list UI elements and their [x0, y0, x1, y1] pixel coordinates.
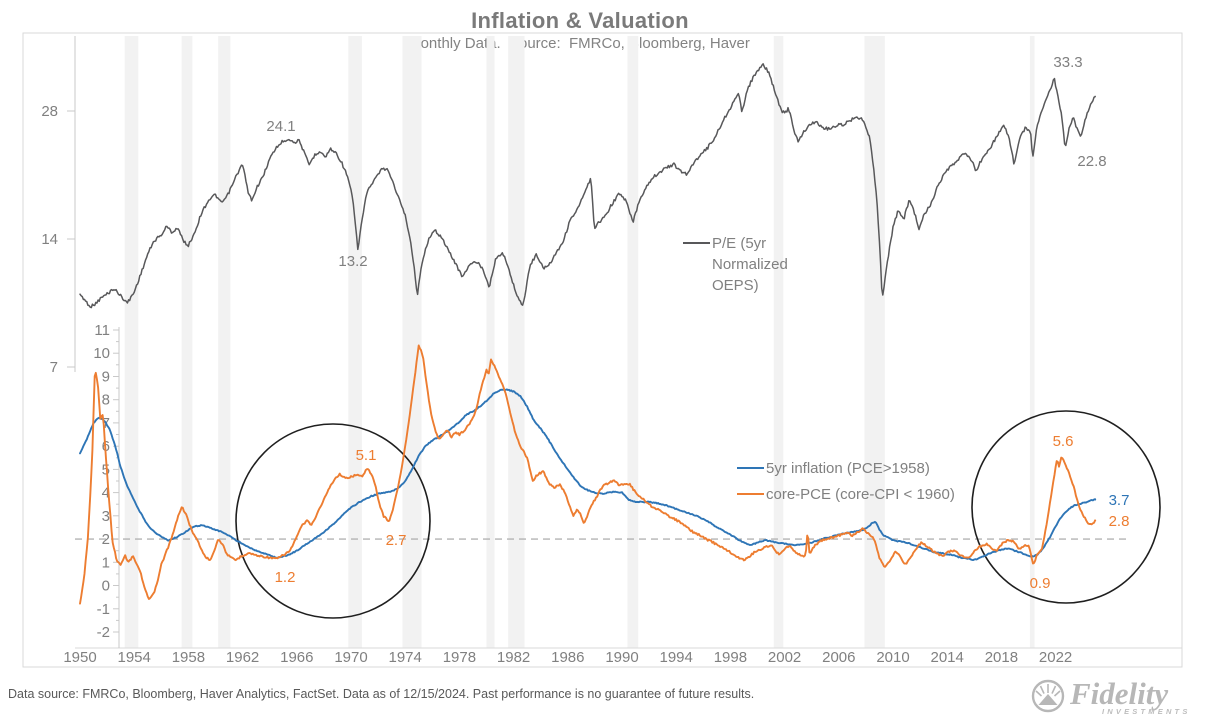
x-axis-tick-label: 1970 [334, 649, 367, 666]
data-label: 22.8 [1077, 153, 1106, 170]
recession-band [508, 36, 525, 648]
inflation-axis-tick-label: 3 [102, 508, 110, 525]
pe-legend-label: P/E (5yr Normalized OEPS) [712, 235, 788, 294]
annotations: 24.1 13.2 33.3 22.8 5.1 2.7 1.2 5.6 0.9 3.7 2.8 [266, 54, 1129, 592]
inflation-axis-tick-label: -2 [97, 624, 110, 641]
data-label: 2.7 [386, 532, 407, 549]
recession-bands [124, 36, 1035, 648]
recession-band [773, 36, 784, 648]
recession-band [402, 36, 422, 648]
data-label: 2.8 [1109, 513, 1130, 530]
data-label: 5.1 [356, 447, 377, 464]
pe-line [79, 63, 1096, 309]
x-axis-tick-label: 1950 [63, 649, 96, 666]
data-label: 33.3 [1053, 54, 1082, 71]
core-pce-legend-swatch [737, 493, 764, 495]
pe-axis-tick-label: 28 [41, 103, 58, 120]
inflation-axis-tick-label: -1 [97, 601, 110, 618]
data-label: 5.6 [1053, 433, 1074, 450]
fidelity-tagline: INVESTMENTS [1102, 707, 1191, 716]
inflation-axis-tick-label: 4 [102, 485, 110, 502]
chart-title: Inflation & Valuation [471, 8, 689, 33]
inflation-axis-tick-label: 11 [94, 322, 110, 339]
x-axis-tick-label: 2002 [768, 649, 801, 666]
x-axis-tick-label: 1954 [118, 649, 151, 666]
x-axis-tick-label: 1958 [172, 649, 205, 666]
x-axis-tick-label: 1978 [443, 649, 476, 666]
x-axis-tick-label: 1982 [497, 649, 530, 666]
data-label: 0.9 [1030, 575, 1051, 592]
chart-frame [22, 32, 1183, 668]
recession-band [864, 36, 885, 648]
x-axis-tick-label: 2014 [931, 649, 964, 666]
pe-axis-tick-label: 14 [41, 231, 58, 248]
x-axis-tick-label: 1986 [551, 649, 584, 666]
recession-band [124, 36, 139, 648]
highlight-circle [971, 410, 1161, 604]
x-axis-tick-label: 2006 [822, 649, 855, 666]
pe-axis: 28 14 7 [41, 36, 76, 376]
fidelity-wordmark: Fidelity [1070, 676, 1169, 711]
inflation-axis-tick-label: 2 [102, 531, 110, 548]
inflation-axis-tick-label: 5 [102, 461, 110, 478]
recession-band [348, 36, 362, 648]
inflation-axis-tick-label: 9 [102, 369, 110, 386]
data-label: 13.2 [338, 253, 367, 270]
highlight-circle [235, 423, 431, 619]
inflation-axis-tick-label: 0 [102, 578, 110, 595]
x-axis-tick-label: 1994 [660, 649, 693, 666]
x-axis-tick-label: 2010 [876, 649, 909, 666]
recession-band [181, 36, 193, 648]
data-label: 24.1 [266, 118, 295, 135]
x-axis-tick-label: 1998 [714, 649, 747, 666]
recession-band [218, 36, 231, 648]
inflation-5yr-line [79, 388, 1097, 562]
pe-axis-tick-label: 7 [50, 359, 58, 376]
inflation-axis-tick-label: 1 [102, 554, 110, 571]
x-axis-tick-label: 2018 [985, 649, 1018, 666]
recession-band [1029, 36, 1035, 648]
pe-legend-swatch [683, 242, 710, 244]
fidelity-logo: Fidelity INVESTMENTS [1030, 676, 1210, 716]
x-axis-tick-label: 1962 [226, 649, 259, 666]
core-pce-legend-label: core-PCE (core-CPI < 1960) [766, 486, 955, 503]
footer-disclaimer: Data source: FMRCo, Bloomberg, Haver Ana… [8, 687, 755, 701]
x-axis-labels: 1950 1954 1958 1962 1966 1970 1974 1978 1982 1986… [63, 649, 1072, 666]
x-axis-tick-label: 1966 [280, 649, 313, 666]
inflation-axis-tick-label: 10 [93, 345, 110, 362]
data-label: 3.7 [1109, 492, 1130, 509]
recession-band [627, 36, 639, 648]
x-axis-tick-label: 1990 [605, 649, 638, 666]
fidelity-sun-pyramid-icon [1031, 679, 1065, 713]
x-axis-tick-label: 2022 [1039, 649, 1072, 666]
inflation-legend-label: 5yr inflation (PCE>1958) [766, 460, 930, 477]
data-label: 1.2 [275, 569, 296, 586]
inflation-axis-tick-label: 8 [102, 392, 110, 409]
recession-band [486, 36, 495, 648]
core-pce-line [79, 344, 1097, 605]
inflation-legend-swatch [737, 467, 764, 469]
x-axis-tick-label: 1974 [389, 649, 422, 666]
